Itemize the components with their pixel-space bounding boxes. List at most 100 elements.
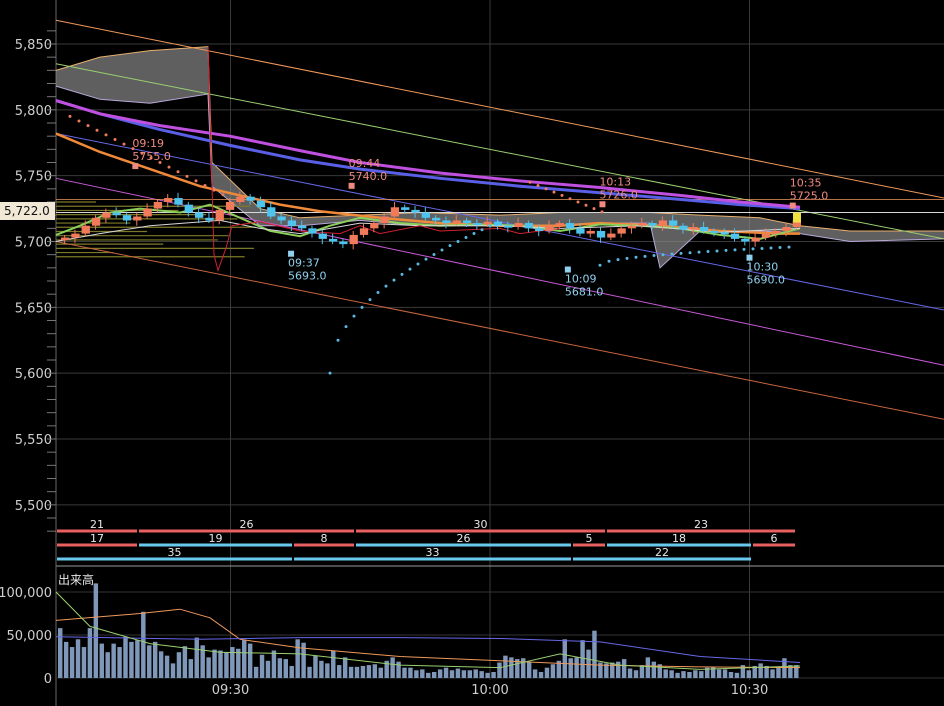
volume-bar — [794, 665, 799, 678]
candle-body-down — [328, 238, 338, 242]
volume-bar — [141, 611, 146, 678]
current-price-marker: 5,722.0 — [0, 202, 55, 220]
candle-body-up — [102, 212, 111, 218]
candle-body-up — [359, 228, 369, 235]
candle-body-down — [741, 238, 750, 242]
sar-dot-down — [456, 240, 460, 244]
volume-bar — [402, 667, 407, 678]
volume-bar — [81, 647, 87, 678]
candle-body-down — [174, 198, 183, 205]
sar-dot-up — [528, 180, 532, 184]
volume-bar — [188, 659, 194, 678]
sar-dot-up — [212, 188, 216, 192]
price-tick-label: 5,750 — [15, 170, 52, 185]
sar-dot-down — [751, 247, 755, 251]
candle-body-up — [772, 230, 781, 234]
sar-dot-down — [416, 262, 420, 266]
volume-bar — [467, 670, 473, 678]
sar-dot-up — [584, 203, 588, 207]
sar-dot-up — [95, 128, 99, 132]
volume-bar — [147, 645, 152, 678]
annotation-time: 10:30 — [747, 261, 779, 274]
candle-body-down — [576, 228, 585, 234]
candle-body-down — [720, 232, 729, 235]
sar-dot-down — [742, 247, 746, 251]
trend-line — [55, 19, 944, 199]
volume-bar — [289, 665, 294, 678]
sar-dot-down — [488, 224, 492, 228]
volume-bar — [627, 668, 633, 678]
volume-bar — [497, 662, 502, 678]
volume-bar — [277, 658, 283, 678]
current-price-label: 5,722.0 — [4, 204, 50, 218]
candle-body-up — [483, 221, 492, 225]
time-tick-label: 10:30 — [731, 683, 768, 698]
volume-bar — [580, 640, 585, 678]
volume-bar — [663, 669, 668, 678]
sar-dot-up — [185, 174, 189, 178]
sar-dot-up — [113, 137, 117, 141]
volume-bar — [705, 667, 710, 678]
volume-bar — [568, 658, 573, 678]
annotation-price: 5755.0 — [132, 150, 171, 163]
volume-bar — [526, 662, 532, 678]
candle-body-down — [565, 223, 575, 229]
volume-bar — [271, 650, 277, 678]
volume-bar — [301, 642, 306, 678]
volume-bar — [461, 670, 467, 678]
volume-bar — [788, 665, 793, 678]
time-tick-label: 10:00 — [471, 683, 508, 698]
volume-bar — [675, 672, 680, 678]
candle-body-up — [617, 228, 626, 234]
volume-bar — [746, 670, 752, 678]
volume-bar — [158, 651, 164, 678]
candle-body-down — [318, 233, 327, 239]
volume-bar — [562, 639, 567, 678]
high-marker — [132, 163, 139, 170]
volume-bar — [669, 670, 674, 678]
candle-body-down — [442, 220, 451, 224]
volume-bar — [586, 649, 591, 678]
candle-body-up — [143, 208, 152, 217]
low-marker — [746, 254, 753, 261]
candle-body-up — [71, 233, 80, 238]
trend-line — [55, 241, 944, 420]
price-tick-label: 5,650 — [15, 301, 52, 316]
candle-body-down — [411, 209, 420, 213]
candle-body-down — [462, 220, 472, 224]
sar-dot-up — [86, 124, 90, 128]
sar-dot-up — [568, 197, 572, 201]
candle-body-down — [122, 215, 132, 221]
wave-count-label: 5 — [586, 532, 593, 545]
ma-mid — [55, 99, 801, 209]
volume-bar — [117, 647, 122, 678]
wave-count-label: 22 — [655, 546, 669, 559]
candle-body-up — [236, 196, 245, 203]
sar-dot-up — [552, 190, 556, 194]
low-marker — [288, 250, 295, 257]
candle-body-up — [586, 230, 595, 234]
candle-body-up — [61, 237, 70, 241]
volume-bar — [431, 671, 437, 678]
volume-bar — [574, 657, 579, 678]
candle-body-down — [339, 241, 348, 245]
wave-count-label: 23 — [694, 518, 708, 531]
volume-bar — [283, 659, 289, 678]
volume-bar — [253, 666, 259, 678]
volume-bar — [325, 663, 330, 678]
volume-bar — [633, 670, 639, 678]
volume-bar — [372, 664, 378, 678]
sar-dot-down — [706, 250, 710, 254]
price-tick-label: 5,600 — [15, 367, 52, 382]
annotation-price: 5690.0 — [747, 274, 786, 287]
price-tick-label: 5,500 — [15, 499, 52, 514]
sar-dot-down — [733, 248, 737, 252]
sar-dot-down — [392, 278, 396, 282]
candle-body-down — [493, 221, 503, 226]
volume-bar — [69, 647, 75, 678]
volume-bar — [639, 665, 645, 678]
volume-bar — [509, 657, 514, 678]
price-tick-label: 5,850 — [15, 38, 52, 53]
candle-body-up — [555, 223, 564, 226]
candle-body-up — [761, 233, 771, 238]
